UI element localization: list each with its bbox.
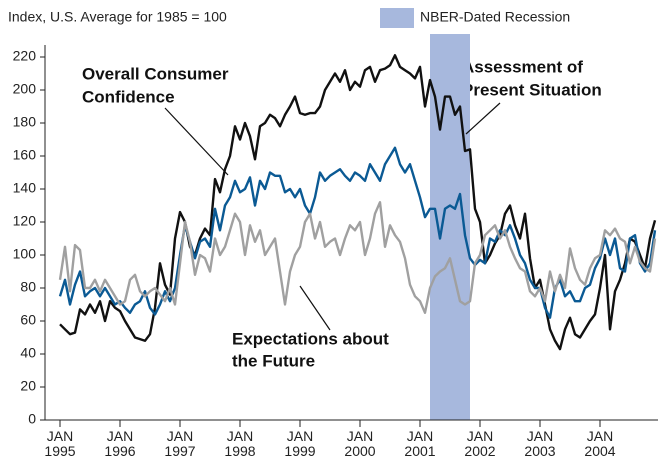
x-tick-label: JAN 1997 — [164, 428, 195, 459]
x-tick-label-line: 2001 — [404, 443, 435, 459]
x-tick-label-line: JAN — [407, 428, 433, 444]
y-tick-label: 180 — [13, 114, 37, 130]
x-tick-label-line: 2003 — [524, 443, 555, 459]
x-tick-label-line: 1996 — [104, 443, 135, 459]
y-tick-label: 80 — [20, 279, 36, 295]
x-tick-label-line: JAN — [107, 428, 133, 444]
leader-line — [465, 102, 501, 135]
x-tick-label-line: JAN — [47, 428, 73, 444]
x-tick-label: JAN 2003 — [524, 428, 555, 459]
x-tick-label: JAN 1998 — [224, 428, 255, 459]
x-tick-label-line: JAN — [167, 428, 193, 444]
y-tick-label: 20 — [20, 378, 36, 394]
y-tick-label: 200 — [13, 81, 37, 97]
x-tick-label: JAN 1999 — [284, 428, 315, 459]
legend-label: NBER-Dated Recession — [420, 9, 570, 25]
y-tick-label: 160 — [13, 147, 37, 163]
annotation: Expectations about — [232, 329, 389, 348]
series-line — [58, 201, 657, 314]
y-tick-label: 0 — [28, 411, 36, 427]
x-tick-label: JAN 1996 — [104, 428, 135, 459]
x-tick-label: JAN 2000 — [344, 428, 375, 459]
x-tick-label-line: 2002 — [464, 443, 495, 459]
y-axis-title: Index, U.S. Average for 1985 = 100 — [8, 9, 227, 25]
x-tick-label-line: JAN — [287, 428, 313, 444]
x-tick-label-line: JAN — [587, 428, 613, 444]
annotation: Assessment of — [462, 57, 583, 76]
y-tick-label: 140 — [13, 180, 37, 196]
annotation: Confidence — [82, 87, 175, 106]
x-tick-label-line: 1997 — [164, 443, 195, 459]
x-tick-label-line: 2004 — [584, 443, 615, 459]
x-tick-label-line: JAN — [467, 428, 493, 444]
x-tick-label: JAN 1995 — [44, 428, 75, 459]
x-tick-label-line: 1998 — [224, 443, 255, 459]
x-tick-label-line: JAN — [227, 428, 253, 444]
y-tick-label: 120 — [13, 213, 37, 229]
leader-line — [299, 285, 331, 331]
x-tick-label: JAN 2002 — [464, 428, 495, 459]
x-tick-label: JAN 2004 — [584, 428, 615, 459]
y-tick-label: 220 — [13, 48, 37, 64]
x-tick-label-line: 2000 — [344, 443, 375, 459]
y-tick-label: 100 — [13, 246, 37, 262]
annotation: the Future — [232, 351, 315, 370]
x-tick-label-line: 1999 — [284, 443, 315, 459]
leader-line — [164, 107, 229, 176]
x-tick-label: JAN 2001 — [404, 428, 435, 459]
annotation: Present Situation — [462, 80, 602, 99]
x-tick-label-line: JAN — [527, 428, 553, 444]
annotation: Overall Consumer — [82, 64, 229, 83]
y-tick-label: 60 — [20, 312, 36, 328]
legend-swatch — [380, 8, 414, 28]
x-tick-label-line: JAN — [347, 428, 373, 444]
x-tick-label-line: 1995 — [44, 443, 75, 459]
series-line — [59, 54, 657, 351]
y-tick-label: 40 — [20, 345, 36, 361]
